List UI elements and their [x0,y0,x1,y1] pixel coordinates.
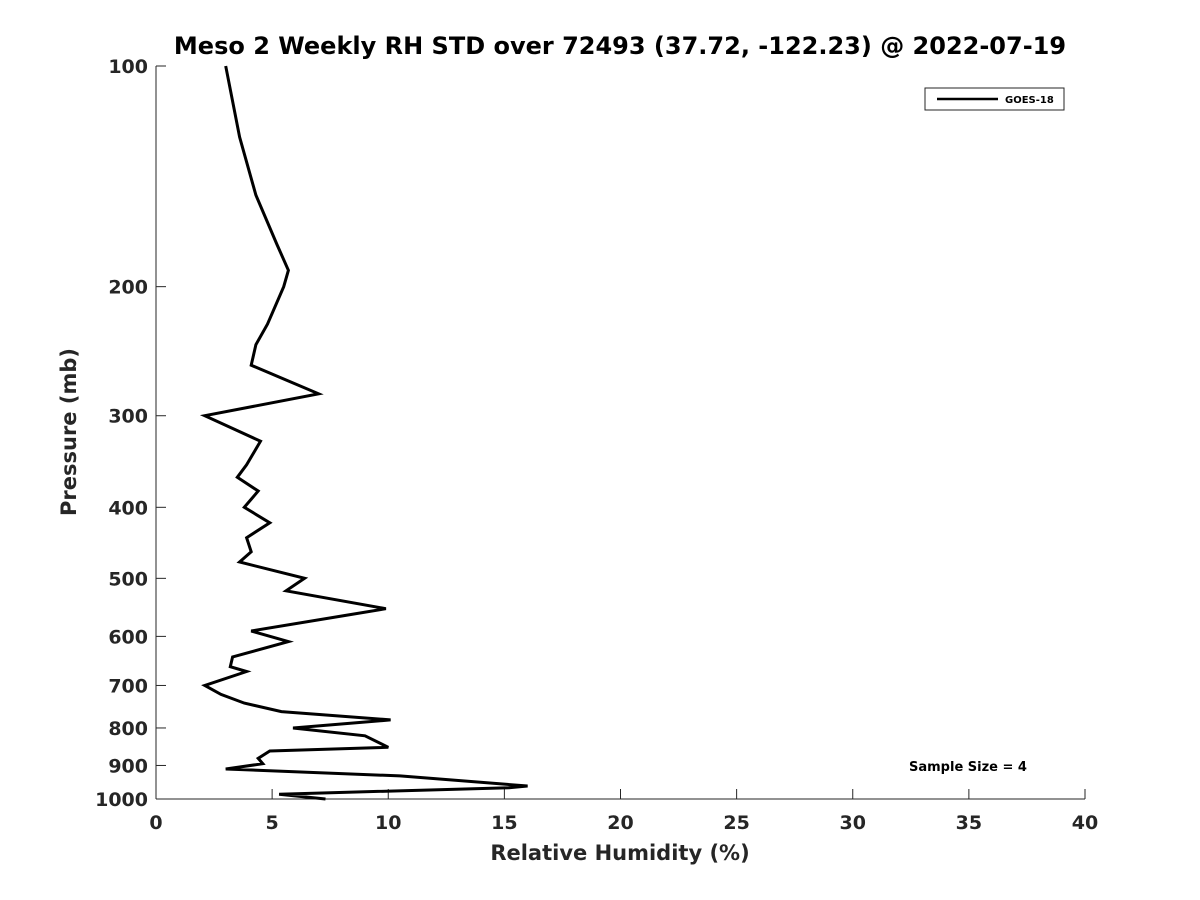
sample-size-annotation: Sample Size = 4 [909,760,1027,775]
y-tick-label: 200 [108,277,148,299]
y-tick-label: 400 [108,497,148,519]
x-tick-label: 25 [723,812,749,834]
y-axis: 100 200 300 400 500 600 700 800 900 1000 [95,56,166,811]
x-axis-label: Relative Humidity (%) [490,841,749,865]
x-tick-label: 35 [956,812,982,834]
legend: GOES-18 [924,87,1065,111]
x-tick-label: 0 [149,812,162,834]
y-tick-label: 700 [108,675,148,697]
x-tick-label: 40 [1072,812,1098,834]
y-tick-label: 1000 [95,789,148,811]
y-axis-label: Pressure (mb) [57,348,81,516]
x-tick-label: 20 [607,812,633,834]
y-tick-label: 100 [108,56,148,78]
y-tick-label: 500 [108,568,148,590]
x-tick-label: 30 [840,812,866,834]
series-line-goes-18 [199,65,528,801]
y-tick-label: 300 [108,406,148,428]
x-tick-label: 5 [266,812,279,834]
series-group [199,65,528,801]
y-tick-label: 600 [108,626,148,648]
chart-title: Meso 2 Weekly RH STD over 72493 (37.72, … [174,32,1066,60]
x-axis: 0 5 10 15 20 25 30 35 40 [149,789,1098,834]
y-tick-label: 900 [108,755,148,777]
legend-entry-label: GOES-18 [1005,95,1054,106]
x-tick-label: 10 [375,812,401,834]
x-tick-label: 15 [491,812,517,834]
y-tick-label: 800 [108,718,148,740]
